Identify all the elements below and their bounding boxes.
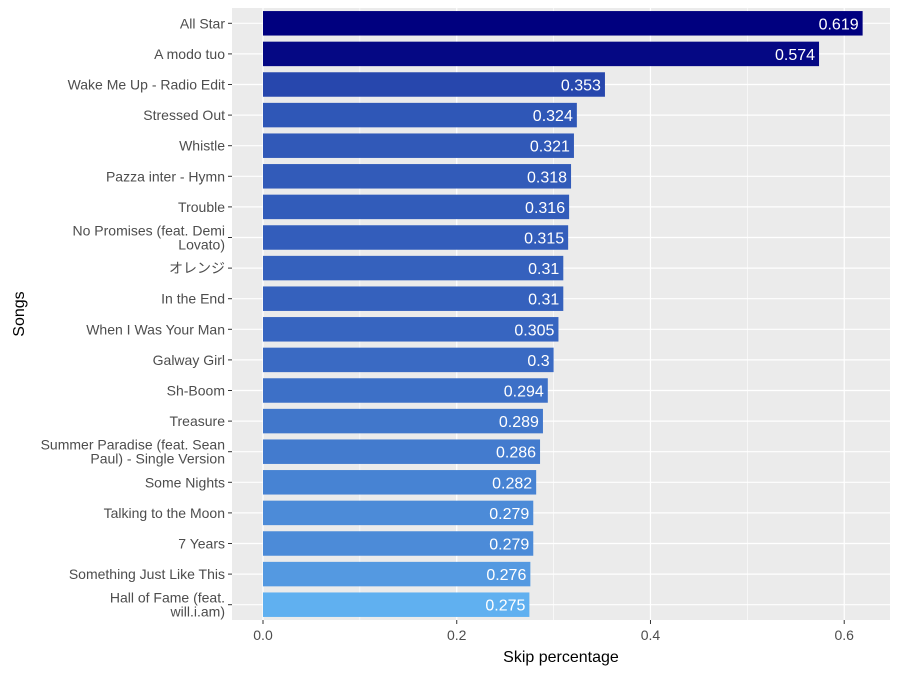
bar: [263, 378, 548, 403]
y-tick-label-line: All Star: [180, 15, 225, 31]
bar: [263, 561, 531, 587]
y-tick-label-line: No Promises (feat. Demi: [73, 223, 225, 239]
y-tick-label: Treasure: [169, 413, 225, 429]
y-tick-label: All Star: [180, 15, 225, 31]
bar: [263, 531, 534, 556]
y-tick-label: Talking to the Moon: [104, 505, 225, 521]
bar: [263, 500, 534, 526]
bar: [263, 439, 541, 464]
bar-value-label: 0.574: [775, 47, 815, 64]
x-tick-label: 0.2: [447, 627, 467, 643]
bar-value-label: 0.276: [486, 567, 526, 584]
y-tick-label-line: Something Just Like This: [69, 566, 225, 582]
bar-value-label: 0.315: [524, 231, 564, 248]
y-tick-label: Wake Me Up - Radio Edit: [68, 77, 226, 93]
bar: [263, 408, 543, 434]
bar: [263, 11, 863, 36]
y-tick-label: When I Was Your Man: [86, 321, 225, 337]
bar-value-label: 0.316: [525, 200, 565, 217]
x-tick-label: 0.6: [834, 627, 854, 643]
x-axis-ticks: 0.0 0.2 0.4 0.6: [253, 620, 854, 643]
y-tick-label: Stressed Out: [143, 107, 225, 123]
bar-value-label: 0.275: [485, 598, 525, 615]
x-axis-title: Skip percentage: [503, 649, 619, 666]
plot-panel: [232, 8, 890, 620]
y-tick-label-line: Hall of Fame (feat.: [110, 590, 225, 606]
bar: [263, 347, 554, 373]
y-tick-label: A modo tuo: [154, 46, 225, 62]
y-tick-label: 7 Years: [178, 536, 225, 552]
y-tick-label: Sh-Boom: [167, 383, 225, 399]
y-tick-label-line: 7 Years: [178, 536, 225, 552]
y-tick-label-line: Treasure: [169, 413, 225, 429]
bar-value-label: 0.318: [527, 169, 567, 186]
bars: [263, 11, 863, 617]
bar: [263, 255, 564, 281]
y-tick-label-line: Talking to the Moon: [104, 505, 225, 521]
y-tick-label: Summer Paradise (feat. Sean Paul) - Singl…: [41, 437, 225, 467]
y-tick-label: Some Nights: [145, 474, 225, 490]
y-tick-label-line: In the End: [161, 291, 225, 307]
bar: [263, 41, 820, 67]
y-tick-label: Whistle: [179, 138, 225, 154]
x-tick-label: 0.0: [253, 627, 273, 643]
y-tick-label: Something Just Like This: [69, 566, 225, 582]
y-tick-label-line: Pazza inter - Hymn: [106, 168, 225, 184]
bar-value-label: 0.31: [528, 261, 559, 278]
bar: [263, 286, 564, 311]
y-tick-label: No Promises (feat. Demi Lovato): [73, 223, 225, 253]
bar-value-label: 0.324: [533, 108, 573, 125]
y-tick-label-line: Trouble: [178, 199, 225, 215]
bar-value-label: 0.619: [819, 16, 859, 33]
y-tick-label-line: Lovato): [178, 237, 225, 253]
y-axis-ticks: All Star A modo tuo Wake Me Up - Radio Edi…: [41, 15, 232, 620]
bar-value-label: 0.321: [530, 139, 570, 156]
bar: [263, 592, 530, 617]
x-tick-label: 0.4: [641, 627, 661, 643]
bar-value-label: 0.3: [527, 353, 549, 370]
y-tick-label-line: When I Was Your Man: [86, 321, 225, 337]
y-tick-label-line: オレンジ: [169, 260, 225, 276]
y-tick-label-line: will.i.am): [170, 604, 225, 620]
y-tick-label: Trouble: [178, 199, 225, 215]
bar-value-label: 0.286: [496, 445, 536, 462]
y-tick-label: Pazza inter - Hymn: [106, 168, 225, 184]
y-tick-label-line: Galway Girl: [153, 352, 225, 368]
bar-value-label: 0.279: [489, 506, 529, 523]
bar-value-label: 0.289: [499, 414, 539, 431]
bar-value-label: 0.294: [504, 384, 544, 401]
y-axis-title: Songs: [11, 291, 28, 336]
bar-value-label: 0.305: [514, 322, 554, 339]
bar-value-label: 0.282: [492, 475, 532, 492]
bar: [263, 317, 559, 342]
bar: [263, 102, 577, 128]
bar: [263, 164, 572, 189]
bar: [263, 470, 537, 495]
y-tick-label-line: Wake Me Up - Radio Edit: [68, 77, 226, 93]
y-tick-label-line: Summer Paradise (feat. Sean: [41, 437, 225, 453]
y-tick-label: Galway Girl: [153, 352, 225, 368]
bar-value-label: 0.353: [561, 78, 601, 95]
y-tick-label: Hall of Fame (feat. will.i.am): [110, 590, 225, 620]
bar: [263, 72, 605, 97]
bar: [263, 225, 569, 250]
y-tick-label-line: Paul) - Single Version: [90, 451, 225, 467]
bar: [263, 133, 574, 158]
y-tick-label-line: A modo tuo: [154, 46, 225, 62]
y-tick-label-line: Stressed Out: [143, 107, 225, 123]
y-tick-label-line: Sh-Boom: [167, 383, 225, 399]
bar-value-label: 0.279: [489, 537, 529, 554]
y-tick-label-line: Some Nights: [145, 474, 225, 490]
bar: [263, 194, 570, 220]
bar-value-label: 0.31: [528, 292, 559, 309]
y-tick-label: In the End: [161, 291, 225, 307]
y-tick-label: オレンジ: [169, 260, 225, 276]
y-tick-label-line: Whistle: [179, 138, 225, 154]
